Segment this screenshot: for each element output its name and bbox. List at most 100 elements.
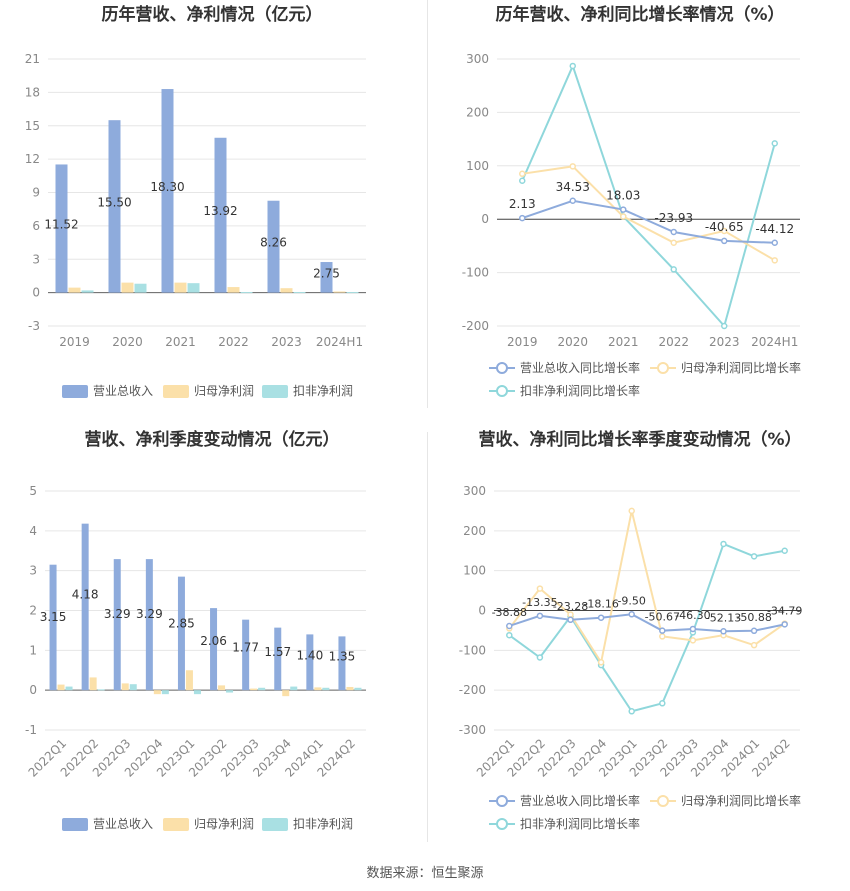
- bar-netprofit: [250, 688, 258, 691]
- legend-swatch: [163, 818, 189, 831]
- x-tick-label: 2021: [165, 335, 196, 349]
- point-netprofit: [569, 163, 576, 170]
- bar-deducted: [129, 684, 137, 691]
- legend-label: 扣非净利润: [293, 817, 353, 831]
- data-label: -44.12: [755, 222, 794, 236]
- bar-deducted: [161, 690, 169, 695]
- bar-netprofit: [218, 685, 226, 691]
- data-label: -13.35: [522, 596, 557, 609]
- y-tick-label: 0: [29, 683, 37, 697]
- y-tick-label: 18: [25, 85, 40, 99]
- bar-netprofit: [121, 683, 129, 691]
- bar-netprofit: [227, 287, 240, 293]
- x-tick-label: 2022: [218, 335, 249, 349]
- x-tick-label: 2023: [271, 335, 302, 349]
- bar-netprofit: [314, 687, 322, 691]
- point-deducted: [628, 708, 635, 715]
- data-label: 2.13: [509, 197, 536, 211]
- y-tick-label: 5: [29, 484, 37, 498]
- point-revenue: [689, 625, 697, 633]
- bar-netprofit: [89, 677, 97, 691]
- y-tick-label: 300: [463, 484, 486, 498]
- legend-marker: [496, 795, 508, 807]
- chart-quarterly-values: 营收、净利季度变动情况（亿元） -1 0 1 2 3 4 5 3.15 4.18 3.29 3.29 2…: [25, 429, 366, 831]
- point-revenue: [781, 621, 788, 628]
- y-tick-label: -200: [459, 683, 486, 697]
- bar-deducted: [346, 292, 359, 294]
- data-label: 1.77: [232, 640, 259, 654]
- bar-netprofit: [333, 291, 346, 293]
- legend-label: 扣非净利润同比增长率: [520, 816, 640, 831]
- chart-annual-growth: 历年营收、净利同比增长率情况（%） -200 -100 0 100 200 300 2.13 3…: [462, 4, 801, 398]
- legend-swatch: [262, 818, 288, 831]
- panel-divider-top: [427, 0, 428, 408]
- point-revenue: [771, 239, 778, 247]
- bar-revenue: [320, 262, 333, 293]
- point-revenue: [519, 214, 526, 222]
- data-label: -50.67: [645, 611, 680, 624]
- bar-revenue: [108, 120, 121, 293]
- series-line-netprofit: [522, 165, 776, 262]
- data-label: 2.75: [313, 266, 340, 280]
- legend-label: 扣非净利润: [293, 384, 353, 398]
- legend-marker: [657, 795, 669, 807]
- data-label: 15.50: [97, 195, 131, 209]
- point-revenue: [659, 627, 666, 634]
- bar-netprofit: [280, 288, 293, 293]
- point-netprofit: [536, 585, 544, 592]
- y-tick-label: 3: [32, 252, 40, 266]
- data-label: 1.35: [329, 650, 356, 664]
- point-deducted: [536, 654, 544, 661]
- point-deducted: [750, 553, 758, 560]
- point-netprofit: [628, 507, 635, 515]
- legend-label: 扣非净利润同比增长率: [520, 383, 640, 398]
- data-label: -34.79: [767, 604, 802, 617]
- bar-netprofit: [174, 282, 187, 293]
- bar-netprofit: [57, 684, 65, 691]
- data-label: 3.15: [40, 610, 67, 624]
- legend-label: 归母净利润: [194, 384, 254, 398]
- bar-revenue: [161, 89, 174, 293]
- point-netprofit: [670, 239, 677, 246]
- y-tick-label: -300: [459, 723, 486, 737]
- legend-swatch: [62, 385, 88, 398]
- bar-revenue: [210, 608, 218, 691]
- y-tick-label: 100: [466, 159, 489, 173]
- bar-revenue: [49, 564, 57, 691]
- point-netprofit: [659, 633, 666, 640]
- point-revenue: [720, 628, 727, 635]
- legend-marker: [496, 362, 508, 374]
- y-tick-label: -200: [462, 319, 489, 333]
- point-revenue: [750, 627, 758, 635]
- x-tick-label: 2021: [608, 335, 639, 349]
- point-netprofit: [620, 213, 627, 220]
- point-deducted: [670, 266, 677, 273]
- data-label: 2.85: [168, 617, 195, 631]
- bar-deducted: [290, 686, 298, 691]
- bar-deducted: [81, 290, 94, 293]
- legend-swatch: [62, 818, 88, 831]
- bar-deducted: [187, 283, 200, 293]
- legend-label: 营业总收入同比增长率: [520, 793, 640, 808]
- chart-title: 营收、净利同比增长率季度变动情况（%）: [478, 429, 801, 450]
- point-deducted: [519, 177, 526, 185]
- legend-marker: [496, 818, 508, 830]
- chart-title: 历年营收、净利情况（亿元）: [102, 4, 323, 25]
- bar-revenue: [145, 559, 153, 691]
- bar-deducted: [354, 687, 362, 691]
- point-revenue: [536, 612, 544, 620]
- y-tick-label: 0: [481, 212, 489, 226]
- bar-deducted: [322, 687, 330, 691]
- point-revenue: [721, 237, 728, 245]
- point-netprofit: [689, 637, 697, 644]
- point-revenue: [670, 228, 677, 236]
- data-label: 4.18: [72, 588, 99, 602]
- y-tick-label: 9: [32, 186, 40, 200]
- legend-marker: [496, 385, 508, 397]
- data-label: -23.93: [654, 211, 693, 225]
- series-line-deducted: [521, 63, 776, 329]
- y-tick-label: 3: [29, 564, 37, 578]
- bar-netprofit: [282, 690, 290, 697]
- y-tick-label: -3: [28, 319, 40, 333]
